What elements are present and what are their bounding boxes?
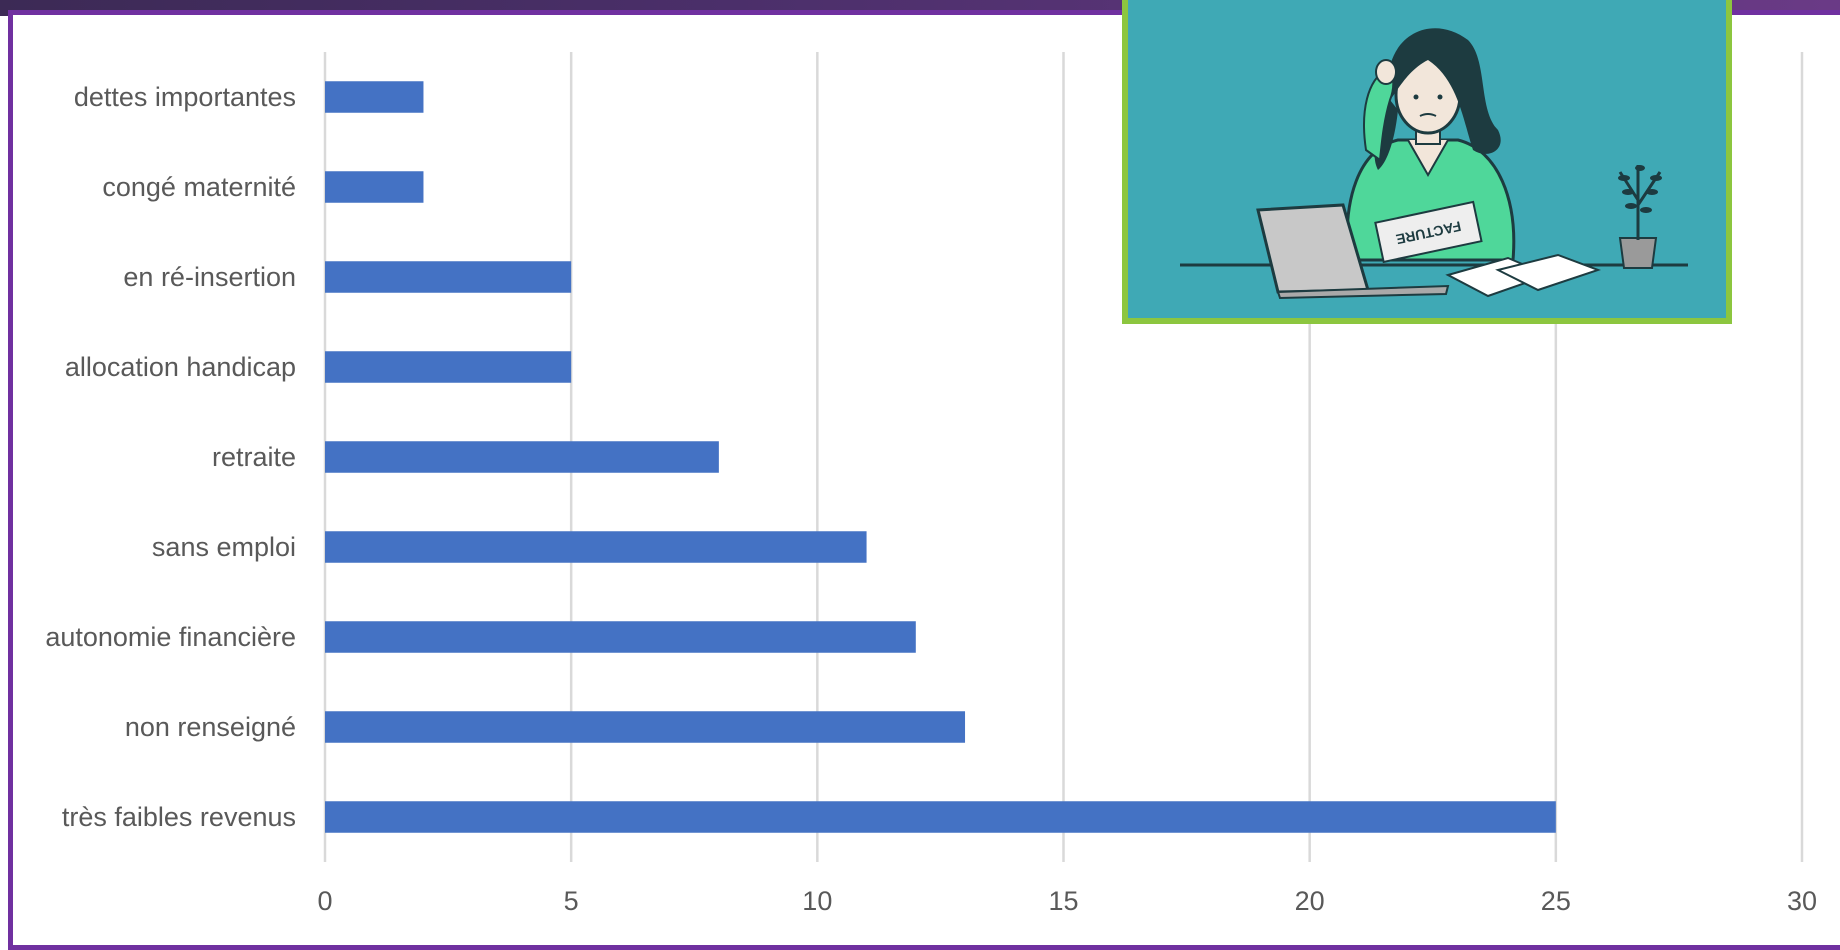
plant-icon [1618,165,1662,269]
bar [325,351,572,383]
x-tick-label: 25 [1541,886,1571,916]
x-tick-label: 10 [802,886,832,916]
worried-woman-bill-illustration: FACTURE [1122,0,1732,324]
x-tick-label: 15 [1048,886,1078,916]
category-label: non renseigné [125,712,296,742]
category-label: très faibles revenus [62,802,296,832]
category-label: congé maternité [102,172,296,202]
category-label: retraite [212,442,296,472]
bar [325,711,966,743]
bar [325,621,916,653]
category-label: sans emploi [152,532,296,562]
bars [325,81,1556,833]
x-tick-labels: 0 5 10 15 20 25 30 [317,886,1817,916]
laptop-icon [1256,203,1450,300]
bar [325,441,719,473]
bar [325,531,867,563]
bar [325,261,572,293]
bar [325,801,1556,833]
bar [325,171,424,203]
x-tick-label: 5 [564,886,579,916]
category-label: autonomie financière [45,622,296,652]
papers-icon [1445,253,1601,298]
x-tick-label: 0 [317,886,332,916]
category-label: dettes importantes [74,82,296,112]
x-tick-label: 30 [1787,886,1817,916]
category-label: en ré-insertion [123,262,296,292]
bill-icon: FACTURE [1374,200,1483,264]
category-label: allocation handicap [65,352,296,382]
bar [325,81,424,113]
illustration-art: FACTURE [1180,28,1688,300]
x-tick-label: 20 [1295,886,1325,916]
category-labels: dettes importantes congé maternité en ré-i… [45,82,296,832]
